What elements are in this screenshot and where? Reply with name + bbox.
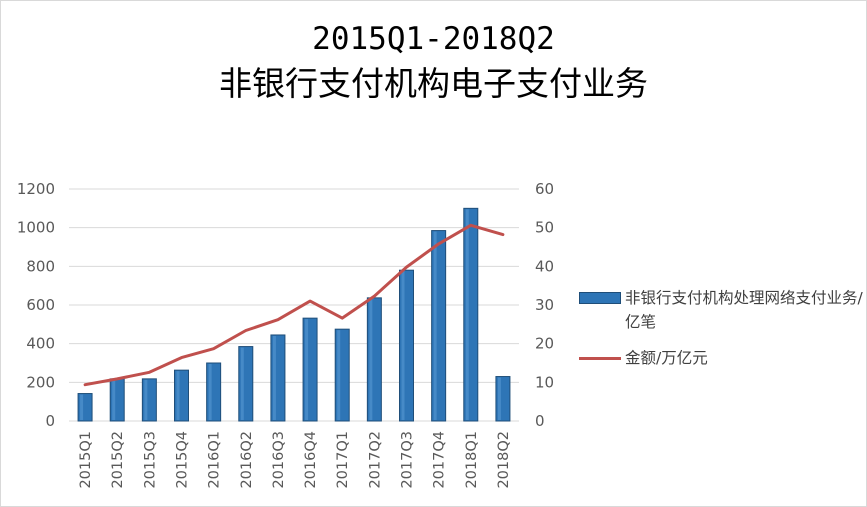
y-right-tick-label: 60: [535, 180, 554, 198]
line-series: [83, 223, 505, 387]
bar-highlight: [272, 335, 276, 420]
bar-highlight: [497, 377, 501, 420]
y-right-tick-label: 50: [535, 219, 554, 237]
x-tick-label: 2017Q4: [432, 431, 448, 489]
y-right-tick-label: 40: [535, 257, 554, 275]
y-right-tick-label: 30: [535, 296, 554, 314]
legend-bar-swatch: [579, 292, 621, 304]
legend-item-bar: 非银行支付机构处理网络支付业务/亿笔: [579, 286, 864, 334]
chart-title-line1: 2015Q1-2018Q2: [312, 21, 555, 57]
x-tick-label: 2016Q1: [207, 431, 223, 489]
chart-title: 2015Q1-2018Q2 非银行支付机构电子支付业务: [1, 19, 866, 107]
y-left-tick-label: 600: [26, 296, 55, 314]
bar-highlight: [401, 271, 405, 420]
x-tick-label: 2015Q1: [78, 431, 94, 489]
x-tick-label: 2016Q3: [271, 431, 287, 489]
y-right-tick-label: 10: [535, 373, 554, 391]
bar-highlight: [465, 209, 469, 420]
x-tick-label: 2017Q2: [367, 431, 383, 489]
x-tick-label: 2018Q1: [464, 431, 480, 489]
legend-line-label: 金额/万亿元: [625, 349, 708, 367]
x-tick-label: 2015Q4: [175, 431, 191, 489]
legend-bar-label: 非银行支付机构处理网络支付业务/亿笔: [625, 289, 863, 331]
bar-highlight: [80, 394, 84, 420]
bar-highlight: [337, 330, 341, 420]
y-left-tick-label: 0: [45, 412, 55, 430]
y-left-tick-label: 400: [26, 335, 55, 353]
chart-title-line2: 非银行支付机构电子支付业务: [219, 64, 648, 103]
x-tick-label: 2017Q1: [335, 431, 351, 489]
x-tick-label: 2015Q3: [142, 431, 158, 489]
y-left-tick-label: 1200: [17, 180, 55, 198]
y-left-tick-label: 200: [26, 373, 55, 391]
bar-highlight: [144, 379, 148, 420]
x-tick-label: 2017Q3: [400, 431, 416, 489]
x-tick-label: 2015Q2: [110, 431, 126, 489]
bar-highlight: [176, 371, 180, 420]
y-right-tick-label: 20: [535, 335, 554, 353]
bar-highlight: [240, 347, 244, 420]
bar-highlight: [112, 379, 116, 420]
bar-highlight: [369, 298, 373, 420]
x-tick-label: 2016Q2: [239, 431, 255, 489]
legend-line-swatch: [579, 357, 621, 360]
legend: 非银行支付机构处理网络支付业务/亿笔 金额/万亿元: [579, 286, 864, 370]
y-left-tick-label: 800: [26, 257, 55, 275]
y-left-tick-label: 1000: [17, 219, 55, 237]
bar-highlight: [208, 364, 212, 420]
y-right-tick-label: 0: [535, 412, 545, 430]
legend-item-line: 金额/万亿元: [579, 346, 864, 370]
bar-highlight: [305, 319, 309, 420]
x-tick-label: 2018Q2: [496, 431, 512, 489]
x-tick-label: 2016Q4: [303, 431, 319, 489]
bar-highlight: [433, 231, 437, 420]
